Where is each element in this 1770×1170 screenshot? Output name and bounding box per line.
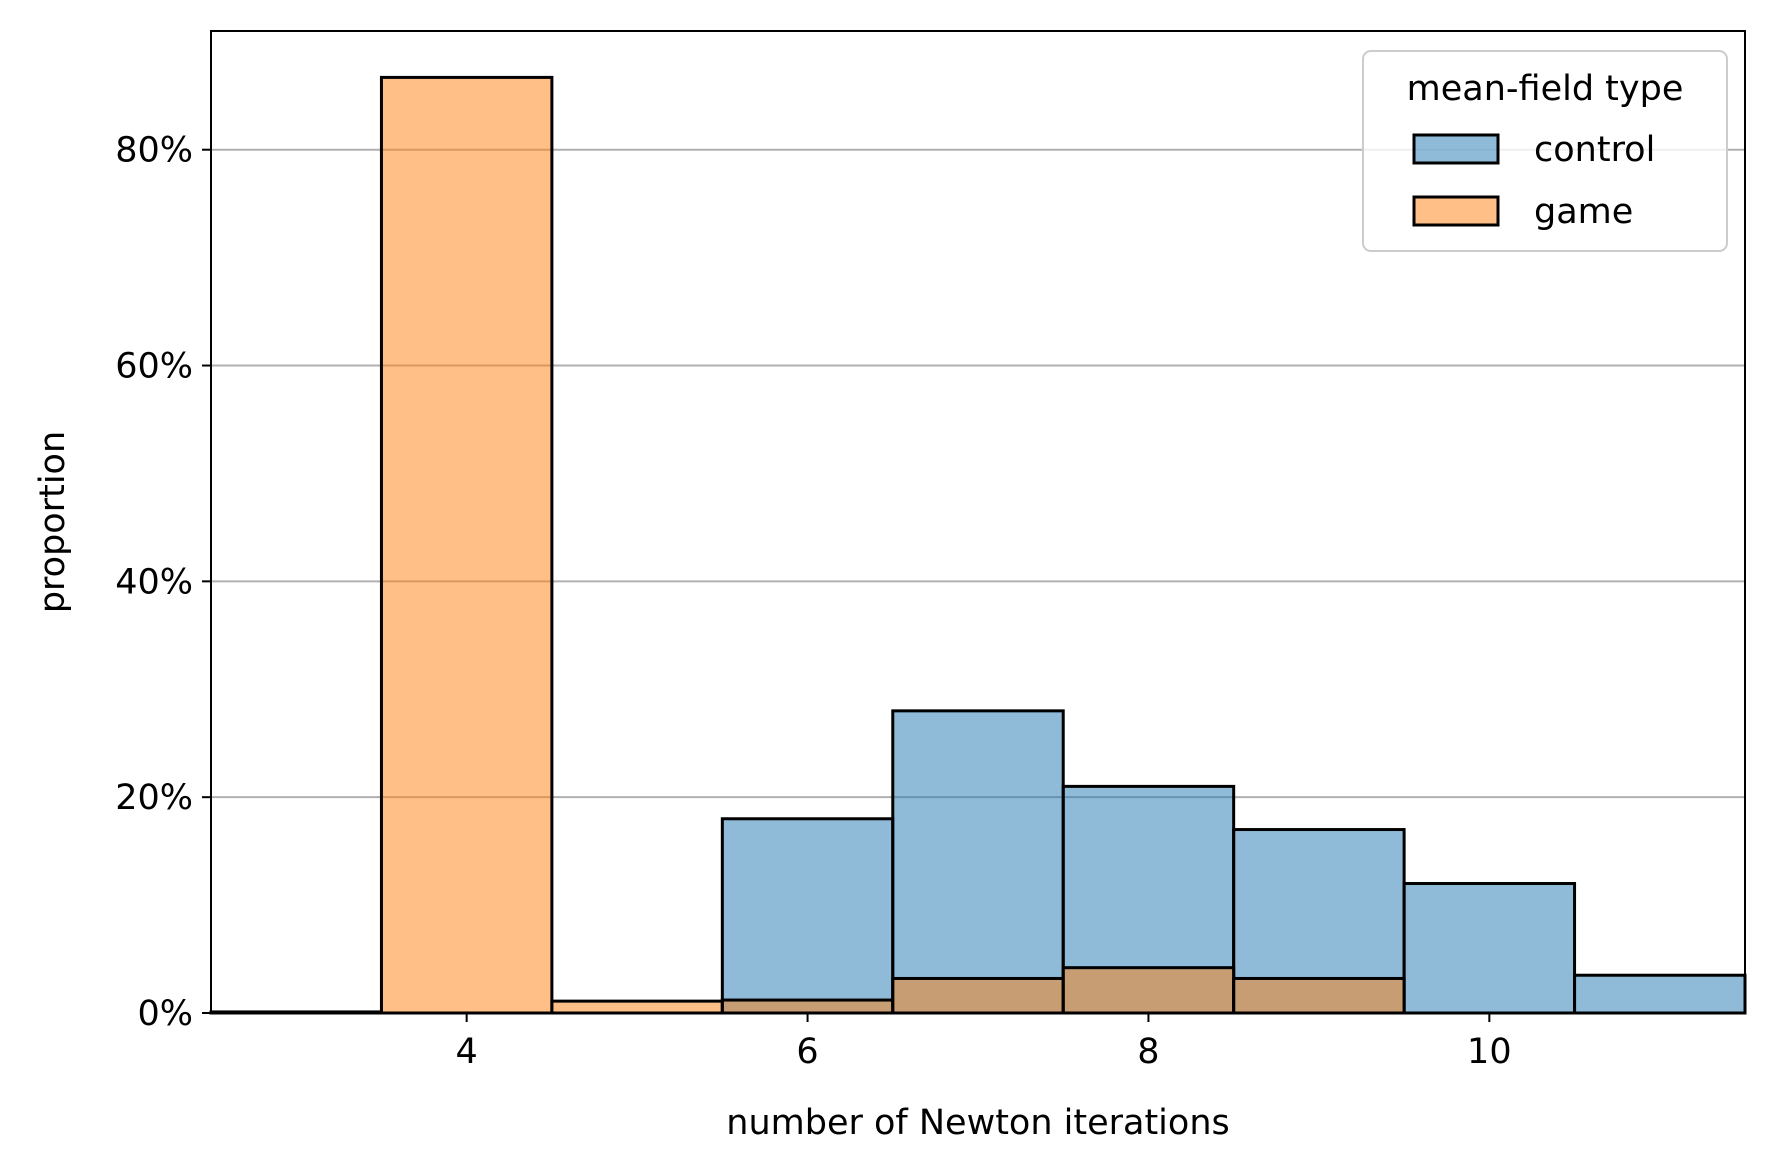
bar-control	[1402, 882, 1577, 1015]
legend-swatch-control	[1412, 133, 1500, 165]
legend-entries: control game	[1412, 130, 1655, 232]
legend: mean-field type control game	[1362, 50, 1728, 252]
bar-game	[1061, 966, 1236, 1015]
bar-control	[720, 817, 895, 1015]
x-tick-label: 6	[796, 1032, 818, 1072]
y-tick-label: 60%	[115, 347, 193, 387]
bar-game	[1232, 976, 1406, 1015]
legend-label-game: game	[1534, 192, 1633, 232]
bar-control	[891, 709, 1065, 1015]
y-tick-label: 40%	[115, 562, 193, 602]
bar-control	[1573, 973, 1747, 1015]
legend-swatch-game	[1412, 195, 1500, 227]
plot-frame	[210, 30, 1746, 1014]
legend-title: mean-field type	[1407, 69, 1684, 109]
bar-game	[379, 75, 554, 1015]
y-axis: 0% 20% 40% 60% 80%	[115, 131, 211, 1034]
x-tick-label: 8	[1137, 1032, 1159, 1072]
y-tick-label: 0%	[137, 994, 193, 1034]
legend-label-control: control	[1534, 130, 1655, 170]
x-tick-label: 10	[1467, 1032, 1512, 1072]
x-axis: 4 6 8 10	[456, 1013, 1512, 1072]
x-axis-label: number of Newton iterations	[726, 1103, 1229, 1143]
y-axis-label: proportion	[33, 431, 73, 613]
y-tick-label: 80%	[115, 131, 193, 171]
y-tick-label: 20%	[115, 778, 193, 818]
bar-game	[891, 976, 1065, 1015]
bar-game	[720, 998, 895, 1015]
x-tick-label: 4	[456, 1032, 478, 1072]
bar-game	[550, 999, 724, 1015]
